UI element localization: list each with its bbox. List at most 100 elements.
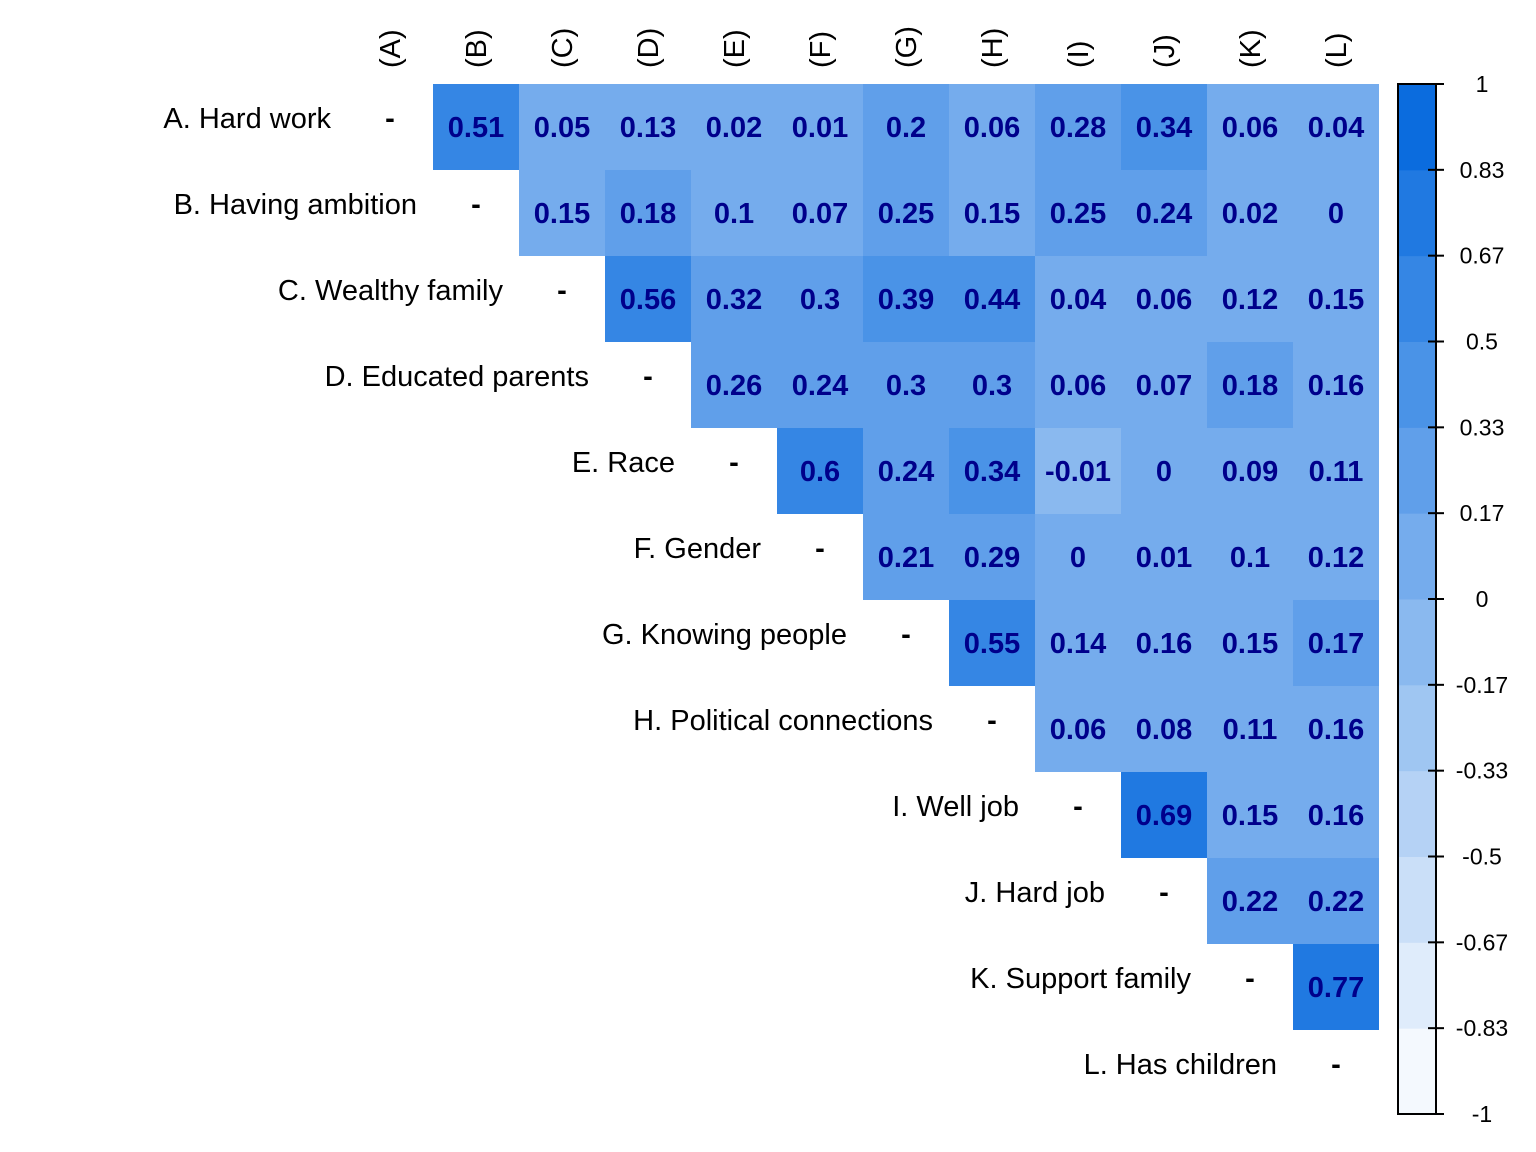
cell-value-0-5: 0.01 xyxy=(792,112,848,144)
heatmap-cell-3-5 xyxy=(777,342,863,428)
row-label: F. Gender xyxy=(634,533,762,565)
cell-value-1-3: 0.18 xyxy=(620,198,676,230)
row-label: K. Support family xyxy=(970,963,1191,995)
column-labels: (A) (B) (C) (D) (E) (F) (G) (H) (I) (J) (K) (L) xyxy=(375,26,1353,68)
heatmap-cell-4-9 xyxy=(1121,428,1207,514)
cell-value-8-9: 0.69 xyxy=(1136,800,1192,832)
cell-value-5-6: 0.21 xyxy=(878,542,934,574)
heatmap-cell-3-10 xyxy=(1207,342,1293,428)
row-label: I. Well job xyxy=(892,791,1019,823)
cell-value-0-7: 0.06 xyxy=(964,112,1020,144)
legend-tick-label: -0.5 xyxy=(1462,844,1502,870)
heatmap-cell-8-11 xyxy=(1293,772,1379,858)
heatmap-cell-1-5 xyxy=(777,170,863,256)
cell-value-0-4: 0.02 xyxy=(706,112,762,144)
heatmap-cell-6-10 xyxy=(1207,600,1293,686)
heatmap-cell-0-2 xyxy=(519,84,605,170)
heatmap-cell-1-3 xyxy=(605,170,691,256)
heatmap-cell-9-10 xyxy=(1207,858,1293,944)
cell-value-3-5: 0.24 xyxy=(792,370,848,402)
heatmap-cell-2-11 xyxy=(1293,256,1379,342)
legend-tick-label: -0.67 xyxy=(1456,929,1508,955)
heatmap-cell-2-5 xyxy=(777,256,863,342)
cell-value-0-2: 0.05 xyxy=(534,112,590,144)
diagonal-marker: - xyxy=(471,189,481,221)
cell-value-4-6: 0.24 xyxy=(878,456,934,488)
cell-value-8-11: 0.16 xyxy=(1308,800,1364,832)
heatmap-cell-7-11 xyxy=(1293,686,1379,772)
heatmap-cell-2-9 xyxy=(1121,256,1207,342)
cell-value-4-11: 0.11 xyxy=(1309,456,1364,488)
cell-value-1-11: 0 xyxy=(1328,198,1344,230)
column-label: (A) xyxy=(375,29,407,68)
heatmap-cell-6-7 xyxy=(949,600,1035,686)
heatmap-cell-4-8 xyxy=(1035,428,1121,514)
heatmap-cell-6-11 xyxy=(1293,600,1379,686)
legend-color-segment xyxy=(1398,1028,1436,1115)
heatmap-cell-0-4 xyxy=(691,84,777,170)
column-label: (F) xyxy=(805,31,837,68)
heatmap-cell-0-1 xyxy=(433,84,519,170)
legend-tick-label: 1 xyxy=(1476,71,1489,97)
cell-value-9-10: 0.22 xyxy=(1222,886,1278,918)
diagonal-markers: - - - - - - - - - - - - xyxy=(385,103,1341,1081)
legend-color-segment xyxy=(1398,684,1436,772)
cell-value-2-7: 0.44 xyxy=(964,284,1020,316)
heatmap-cell-3-4 xyxy=(691,342,777,428)
cell-value-1-6: 0.25 xyxy=(878,198,934,230)
cell-value-3-7: 0.3 xyxy=(972,370,1012,402)
diagonal-marker: - xyxy=(643,361,653,393)
column-label: (L) xyxy=(1321,33,1353,68)
cell-value-8-10: 0.15 xyxy=(1222,800,1278,832)
cell-value-5-11: 0.12 xyxy=(1308,542,1364,574)
cell-value-2-6: 0.39 xyxy=(878,284,934,316)
heatmap-cell-1-8 xyxy=(1035,170,1121,256)
legend-color-segment xyxy=(1398,856,1436,943)
cell-value-2-8: 0.04 xyxy=(1050,284,1106,316)
column-label: (B) xyxy=(461,29,493,68)
row-label: D. Educated parents xyxy=(325,361,589,393)
cell-value-2-9: 0.06 xyxy=(1136,284,1192,316)
heatmap-cell-0-9 xyxy=(1121,84,1207,170)
cell-value-7-8: 0.06 xyxy=(1050,714,1106,746)
heatmap-cell-5-8 xyxy=(1035,514,1121,600)
heatmap-cells xyxy=(433,84,1379,1030)
row-label: J. Hard job xyxy=(965,877,1105,909)
cell-value-7-11: 0.16 xyxy=(1308,714,1364,746)
legend-color-segment xyxy=(1398,255,1436,342)
legend-tick-label: 0.83 xyxy=(1460,157,1505,183)
column-label: (C) xyxy=(547,28,579,68)
heatmap-cell-5-7 xyxy=(949,514,1035,600)
legend-color-segment xyxy=(1398,427,1436,514)
legend-color-segment xyxy=(1398,341,1436,428)
heatmap-cell-0-11 xyxy=(1293,84,1379,170)
heatmap-cell-0-8 xyxy=(1035,84,1121,170)
cell-value-0-6: 0.2 xyxy=(886,112,926,144)
heatmap-cell-2-6 xyxy=(863,256,949,342)
cell-value-5-7: 0.29 xyxy=(964,542,1020,574)
heatmap-cell-6-9 xyxy=(1121,600,1207,686)
diagonal-marker: - xyxy=(987,705,997,737)
column-label: (G) xyxy=(891,26,923,68)
cell-value-10-11: 0.77 xyxy=(1308,972,1364,1004)
cell-value-1-9: 0.24 xyxy=(1136,198,1192,230)
column-label: (E) xyxy=(719,29,751,68)
heatmap-cell-5-11 xyxy=(1293,514,1379,600)
cell-value-0-10: 0.06 xyxy=(1222,112,1278,144)
heatmap-cell-2-7 xyxy=(949,256,1035,342)
legend-tick-label: 0.33 xyxy=(1460,414,1505,440)
heatmap-cell-7-8 xyxy=(1035,686,1121,772)
heatmap-cell-2-3 xyxy=(605,256,691,342)
heatmap-cell-0-10 xyxy=(1207,84,1293,170)
color-legend: 1 0.83 0.67 0.5 0.33 0.17 0 -0.17 -0.33 -0.5 -0.67… xyxy=(1397,71,1508,1127)
legend-tick-label: 0 xyxy=(1476,586,1489,612)
cell-value-5-9: 0.01 xyxy=(1136,542,1192,574)
legend-color-segment xyxy=(1398,513,1436,600)
diagonal-marker: - xyxy=(1331,1049,1341,1081)
diagonal-marker: - xyxy=(1245,963,1255,995)
heatmap-cell-8-10 xyxy=(1207,772,1293,858)
diagonal-marker: - xyxy=(1159,877,1169,909)
row-label: B. Having ambition xyxy=(174,189,417,221)
heatmap-cell-0-5 xyxy=(777,84,863,170)
cell-value-2-10: 0.12 xyxy=(1222,284,1278,316)
